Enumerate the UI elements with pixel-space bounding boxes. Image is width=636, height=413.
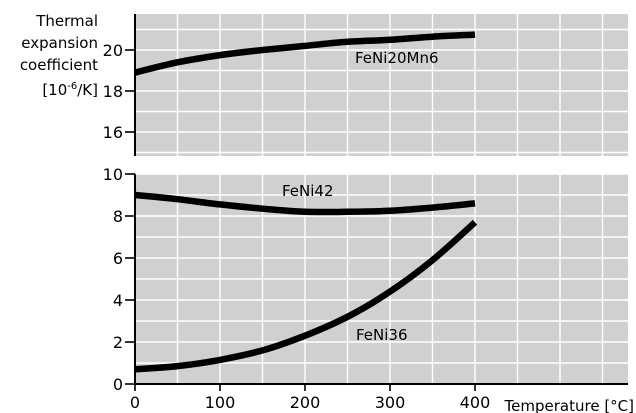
x-tick-label: 400 [460, 393, 491, 412]
series-label-feni42: FeNi42 [282, 182, 334, 200]
x-tick-label: 300 [375, 393, 406, 412]
x-axis-title: Temperature [°C] [504, 397, 634, 413]
plot-background-top [135, 14, 628, 156]
y-tick-label: 6 [113, 249, 123, 268]
series-label-feni36: FeNi36 [356, 326, 408, 344]
unit-suffix: /K] [77, 81, 98, 99]
series-line-feni42 [134, 191, 476, 216]
x-tick-label: 100 [205, 393, 236, 412]
y-tick-label: 0 [113, 375, 123, 394]
y-axis-label-line2: expansion [21, 34, 98, 52]
x-tick-label: 200 [290, 393, 321, 412]
y-axis-label-line1: Thermal [36, 12, 98, 30]
series-line-feni20mn6 [134, 31, 476, 76]
y-tick-label: 16 [103, 123, 123, 142]
y-tick-label: 20 [103, 41, 123, 60]
y-axis-label-unit: [10-6/K] [0, 76, 98, 101]
y-tick-label: 4 [113, 291, 123, 310]
series-label-feni20mn6: FeNi20Mn6 [355, 49, 439, 67]
y-tick-label: 18 [103, 82, 123, 101]
series-line-feni36 [134, 219, 478, 373]
y-axis-label: Thermal expansion coefficient [10-6/K] [0, 10, 98, 101]
y-tick-label: 2 [113, 333, 123, 352]
y-axis-label-line3: coefficient [19, 56, 98, 74]
y-tick-label: 10 [103, 165, 123, 184]
y-tick-label: 8 [113, 207, 123, 226]
unit-prefix: [10 [42, 81, 68, 99]
unit-exponent: -6 [67, 81, 78, 92]
x-tick-label: 0 [130, 393, 140, 412]
